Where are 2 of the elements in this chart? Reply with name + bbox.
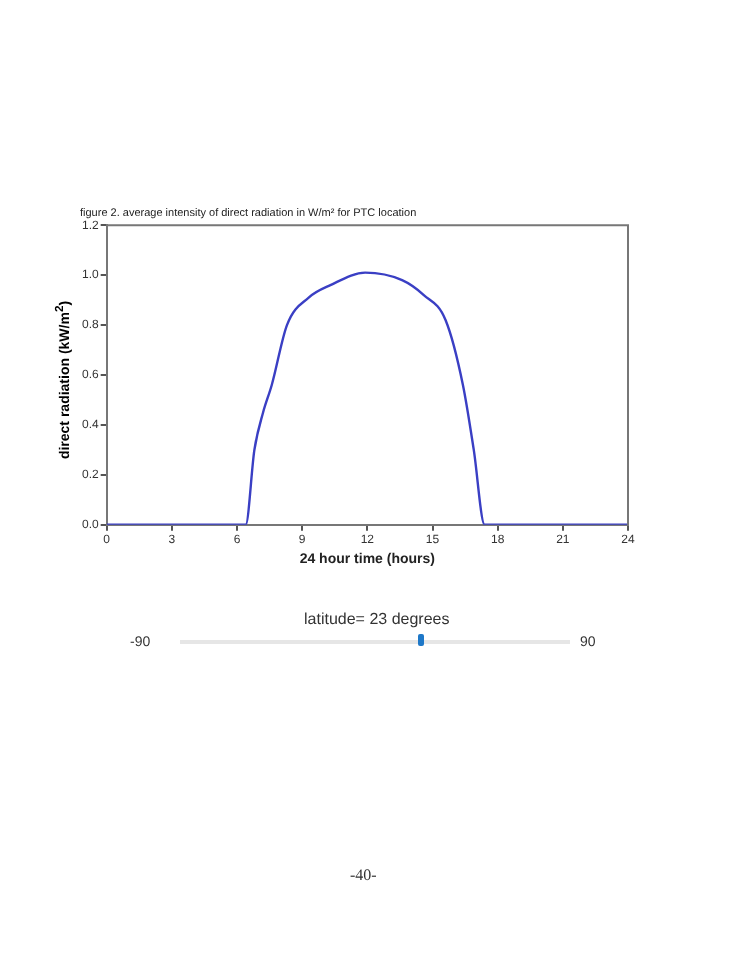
text: -40- <box>350 866 377 884</box>
text: latitude= 23 degrees <box>304 610 450 628</box>
